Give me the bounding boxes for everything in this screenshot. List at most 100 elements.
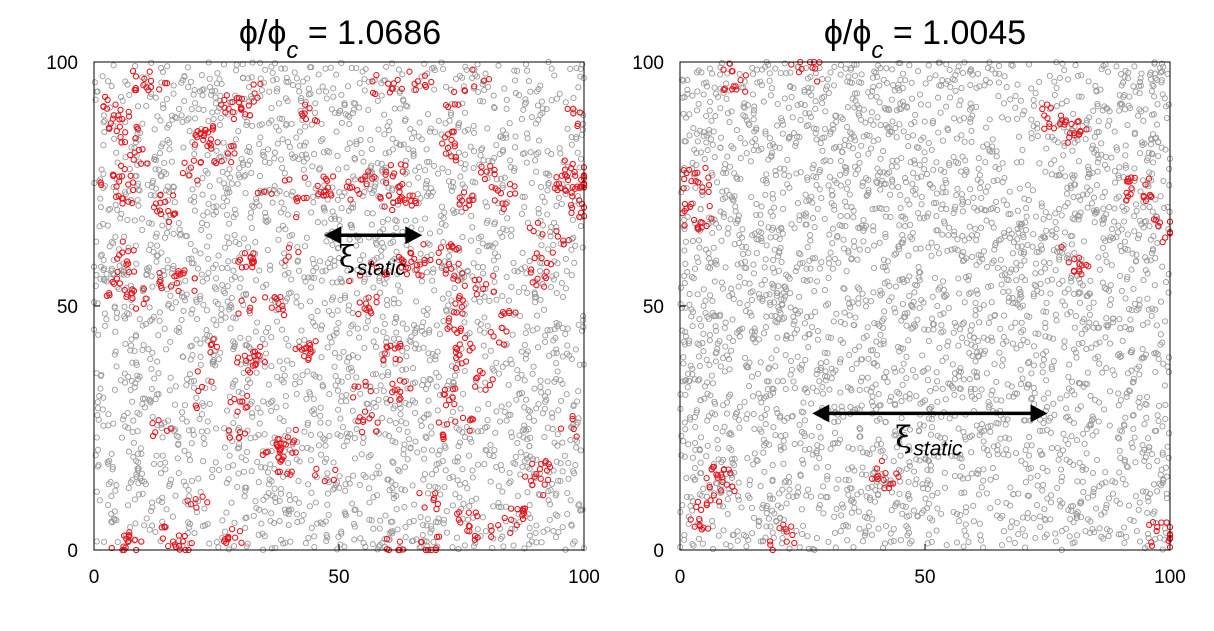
grey-point: [934, 378, 941, 385]
grey-point: [807, 265, 814, 272]
grey-point: [791, 225, 798, 232]
grey-point: [510, 259, 517, 266]
grey-point: [1018, 457, 1025, 464]
grey-point: [248, 74, 255, 81]
grey-point: [1088, 417, 1096, 424]
grey-point: [440, 516, 448, 523]
grey-point: [358, 451, 365, 458]
grey-point: [154, 358, 161, 365]
grey-point: [527, 434, 534, 441]
red-point: [362, 378, 369, 386]
grey-point: [737, 135, 744, 142]
red-point: [442, 270, 449, 277]
grey-point: [147, 241, 154, 248]
grey-point: [303, 234, 310, 241]
grey-point: [380, 329, 387, 336]
grey-point: [1042, 265, 1049, 272]
grey-point: [155, 370, 162, 377]
grey-point: [338, 119, 345, 126]
grey-point: [270, 77, 277, 84]
grey-point: [458, 276, 465, 283]
grey-point: [1122, 152, 1129, 159]
grey-point: [943, 103, 950, 110]
grey-point: [483, 243, 491, 250]
red-point: [439, 140, 446, 147]
grey-point: [562, 255, 569, 262]
grey-point: [337, 541, 344, 548]
grey-point: [704, 442, 711, 449]
grey-point: [578, 327, 586, 334]
grey-point: [212, 298, 219, 305]
red-point: [488, 533, 495, 540]
grey-point: [122, 423, 129, 430]
grey-point: [772, 167, 779, 175]
red-point: [553, 227, 560, 235]
grey-point: [346, 140, 353, 147]
grey-point: [762, 421, 769, 428]
grey-point: [1021, 257, 1028, 264]
grey-point: [809, 165, 816, 172]
grey-point: [188, 440, 195, 447]
grey-point: [787, 357, 795, 364]
red-point: [366, 305, 373, 312]
grey-point: [736, 403, 743, 410]
grey-point: [548, 97, 555, 104]
grey-point: [709, 546, 717, 553]
red-point: [137, 160, 145, 167]
grey-point: [141, 404, 148, 411]
grey-point: [226, 452, 233, 459]
grey-point: [245, 376, 252, 383]
grey-point: [1000, 197, 1007, 204]
grey-point: [1144, 530, 1152, 537]
grey-point: [498, 403, 505, 410]
red-point: [251, 90, 258, 97]
grey-point: [935, 250, 943, 257]
red-point: [455, 260, 462, 267]
grey-point: [987, 428, 994, 435]
grey-point: [562, 330, 569, 338]
grey-point: [279, 164, 286, 171]
red-point: [129, 286, 136, 293]
grey-point: [565, 475, 572, 482]
grey-point: [518, 371, 525, 378]
grey-point: [1021, 107, 1028, 114]
grey-point: [213, 203, 220, 210]
red-point: [373, 293, 380, 300]
grey-point: [897, 452, 904, 459]
red-point: [457, 325, 465, 332]
red-point: [247, 304, 254, 311]
grey-point: [301, 428, 308, 435]
grey-point: [491, 447, 498, 454]
grey-point: [512, 133, 519, 140]
grey-point: [1129, 444, 1136, 451]
red-point: [223, 92, 230, 99]
grey-point: [358, 125, 365, 132]
red-point: [262, 449, 269, 456]
grey-point: [139, 346, 146, 354]
grey-point: [443, 508, 450, 515]
grey-point: [287, 538, 294, 545]
grey-point: [363, 182, 370, 190]
grey-point: [107, 275, 114, 282]
grey-point: [962, 504, 970, 511]
grey-point: [987, 476, 994, 483]
grey-point: [94, 463, 101, 470]
grey-point: [532, 529, 539, 537]
grey-point: [438, 131, 445, 138]
grey-point: [847, 403, 854, 410]
grey-point: [448, 187, 455, 194]
grey-point: [349, 310, 356, 317]
grey-point: [237, 334, 244, 341]
red-point: [479, 285, 487, 293]
grey-point: [215, 252, 222, 259]
grey-point: [231, 343, 238, 350]
grey-point: [748, 193, 755, 201]
grey-point: [393, 224, 400, 231]
red-point: [440, 390, 447, 398]
grey-point: [825, 255, 832, 262]
grey-point: [831, 529, 838, 536]
grey-point: [164, 257, 171, 264]
grey-point: [970, 518, 977, 525]
grey-point: [1094, 103, 1101, 110]
grey-point: [559, 380, 566, 387]
